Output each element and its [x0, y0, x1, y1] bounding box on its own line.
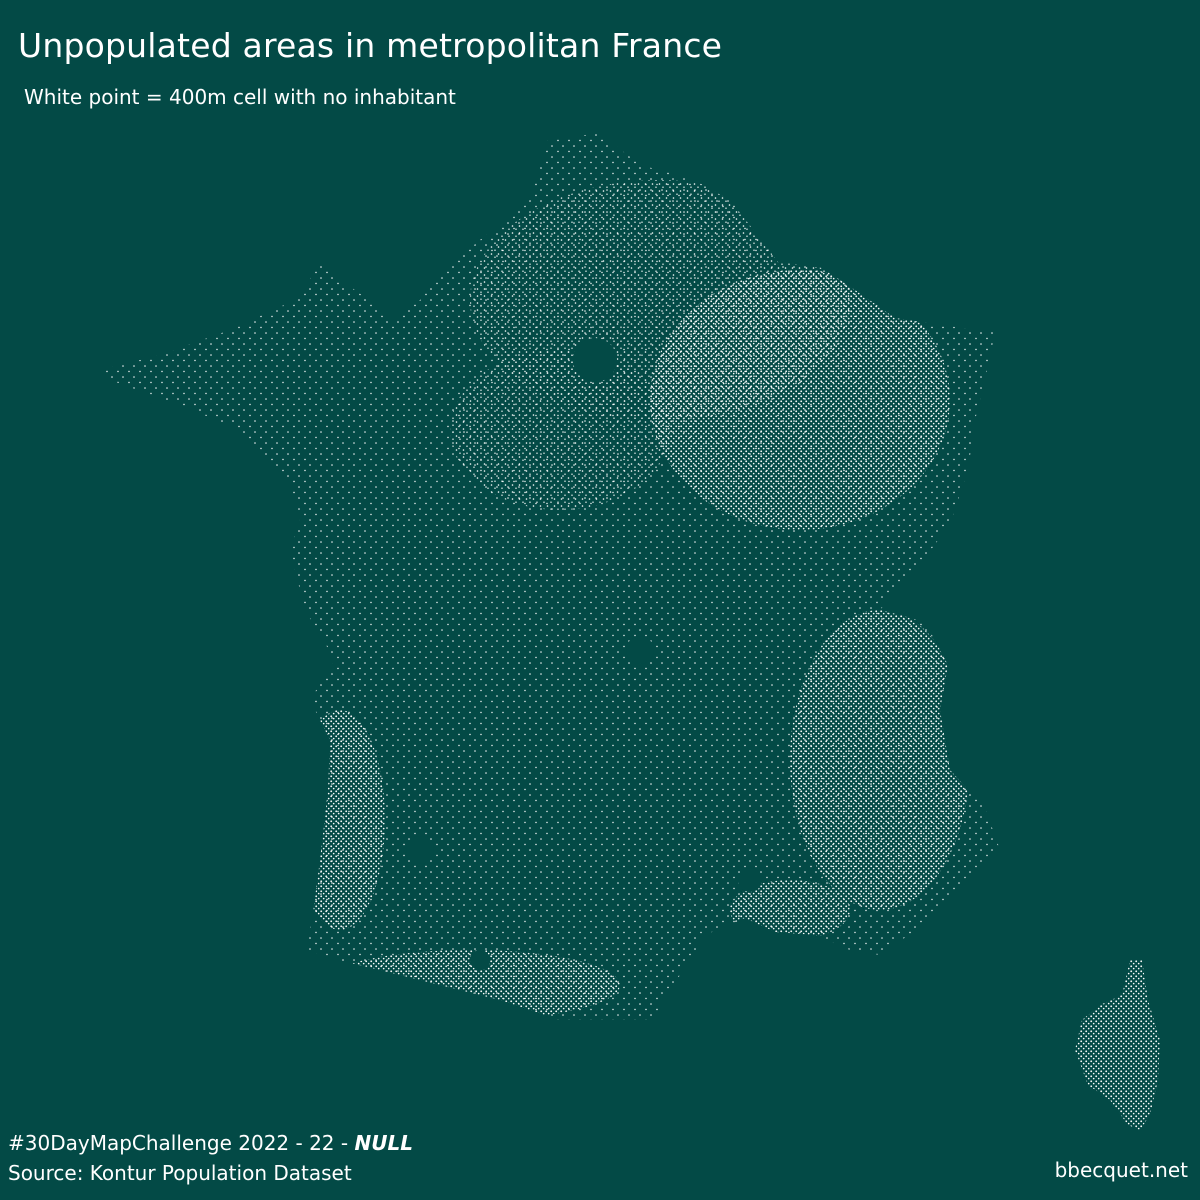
map-region-corsica [1075, 960, 1160, 1130]
challenge-prefix: #30DayMapChallenge 2022 - 22 - [8, 1131, 355, 1155]
map-subtitle: White point = 400m cell with no inhabita… [24, 85, 456, 109]
challenge-line: #30DayMapChallenge 2022 - 22 - NULL [8, 1128, 413, 1158]
footer-notes: #30DayMapChallenge 2022 - 22 - NULL Sour… [8, 1128, 413, 1188]
source-line: Source: Kontur Population Dataset [8, 1161, 352, 1185]
map-region-mainland-france [100, 133, 1000, 1020]
map-title: Unpopulated areas in metropolitan France [18, 26, 723, 65]
challenge-theme: NULL [354, 1131, 413, 1155]
credit: bbecquet.net [1054, 1158, 1188, 1182]
